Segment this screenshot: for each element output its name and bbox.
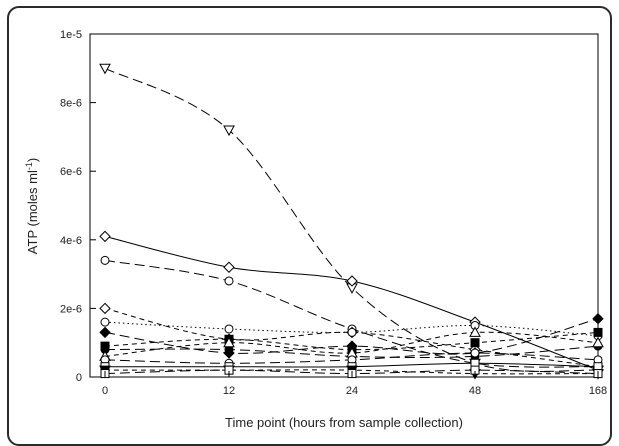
y-axis-title-close: ) [25, 158, 40, 162]
ticks-layer: 0 2e-6 4e-6 6e-6 8e-6 1e-5 0 12 24 48 168 [60, 29, 607, 397]
y-tick-label: 1e-5 [60, 29, 82, 41]
data-point-triangle-down-open [99, 63, 111, 75]
data-point-triangle-up-open [469, 326, 481, 337]
y-tick-label: 0 [76, 372, 82, 384]
data-point-square-filled [593, 327, 603, 337]
data-point-circle-open [470, 348, 480, 358]
plot-area [89, 33, 599, 378]
plot-border [89, 33, 599, 378]
data-point-diamond-filled [99, 326, 111, 339]
y-axis-title: ATP (moles ml-1) [24, 158, 40, 254]
series-line [104, 331, 599, 357]
x-tick-label: 24 [346, 385, 358, 397]
data-point-circle-open [224, 276, 234, 286]
x-tick-label: 0 [102, 385, 108, 397]
series-layer [99, 63, 604, 380]
data-point-circle-open [100, 255, 110, 265]
y-tick-label: 2e-6 [60, 303, 82, 315]
atp-line-chart: 0 2e-6 4e-6 6e-6 8e-6 1e-5 0 12 24 48 168 Time poi… [24, 29, 607, 430]
x-tick-label: 168 [589, 385, 607, 397]
series-5 [100, 317, 603, 341]
data-point-diamond-open [346, 275, 358, 287]
x-axis-title: Time point (hours from sample collection… [225, 415, 463, 430]
series-line [104, 307, 599, 368]
x-tick-label: 12 [223, 385, 235, 397]
y-axis-title-main: ATP (moles ml [25, 170, 40, 254]
data-point-circle-open [224, 324, 234, 334]
x-tick-label: 48 [469, 385, 481, 397]
data-point-diamond-open [223, 261, 235, 273]
data-point-square-filled [470, 338, 480, 348]
data-point-triangle-down-open [223, 125, 235, 137]
data-point-diamond-open [99, 302, 111, 315]
data-point-circle-open [347, 327, 357, 337]
data-point-diamond-open [99, 230, 111, 243]
data-point-diamond-filled [592, 312, 604, 325]
y-axis-title-superscript: -1 [24, 162, 34, 170]
data-point-triangle-up-open [223, 336, 235, 348]
series-line [104, 321, 599, 337]
data-point-triangle-up-open [592, 336, 604, 348]
data-point-circle-open [100, 317, 110, 327]
y-tick-label: 8e-6 [60, 98, 82, 110]
y-tick-label: 6e-6 [60, 166, 82, 178]
y-tick-label: 4e-6 [60, 235, 82, 247]
